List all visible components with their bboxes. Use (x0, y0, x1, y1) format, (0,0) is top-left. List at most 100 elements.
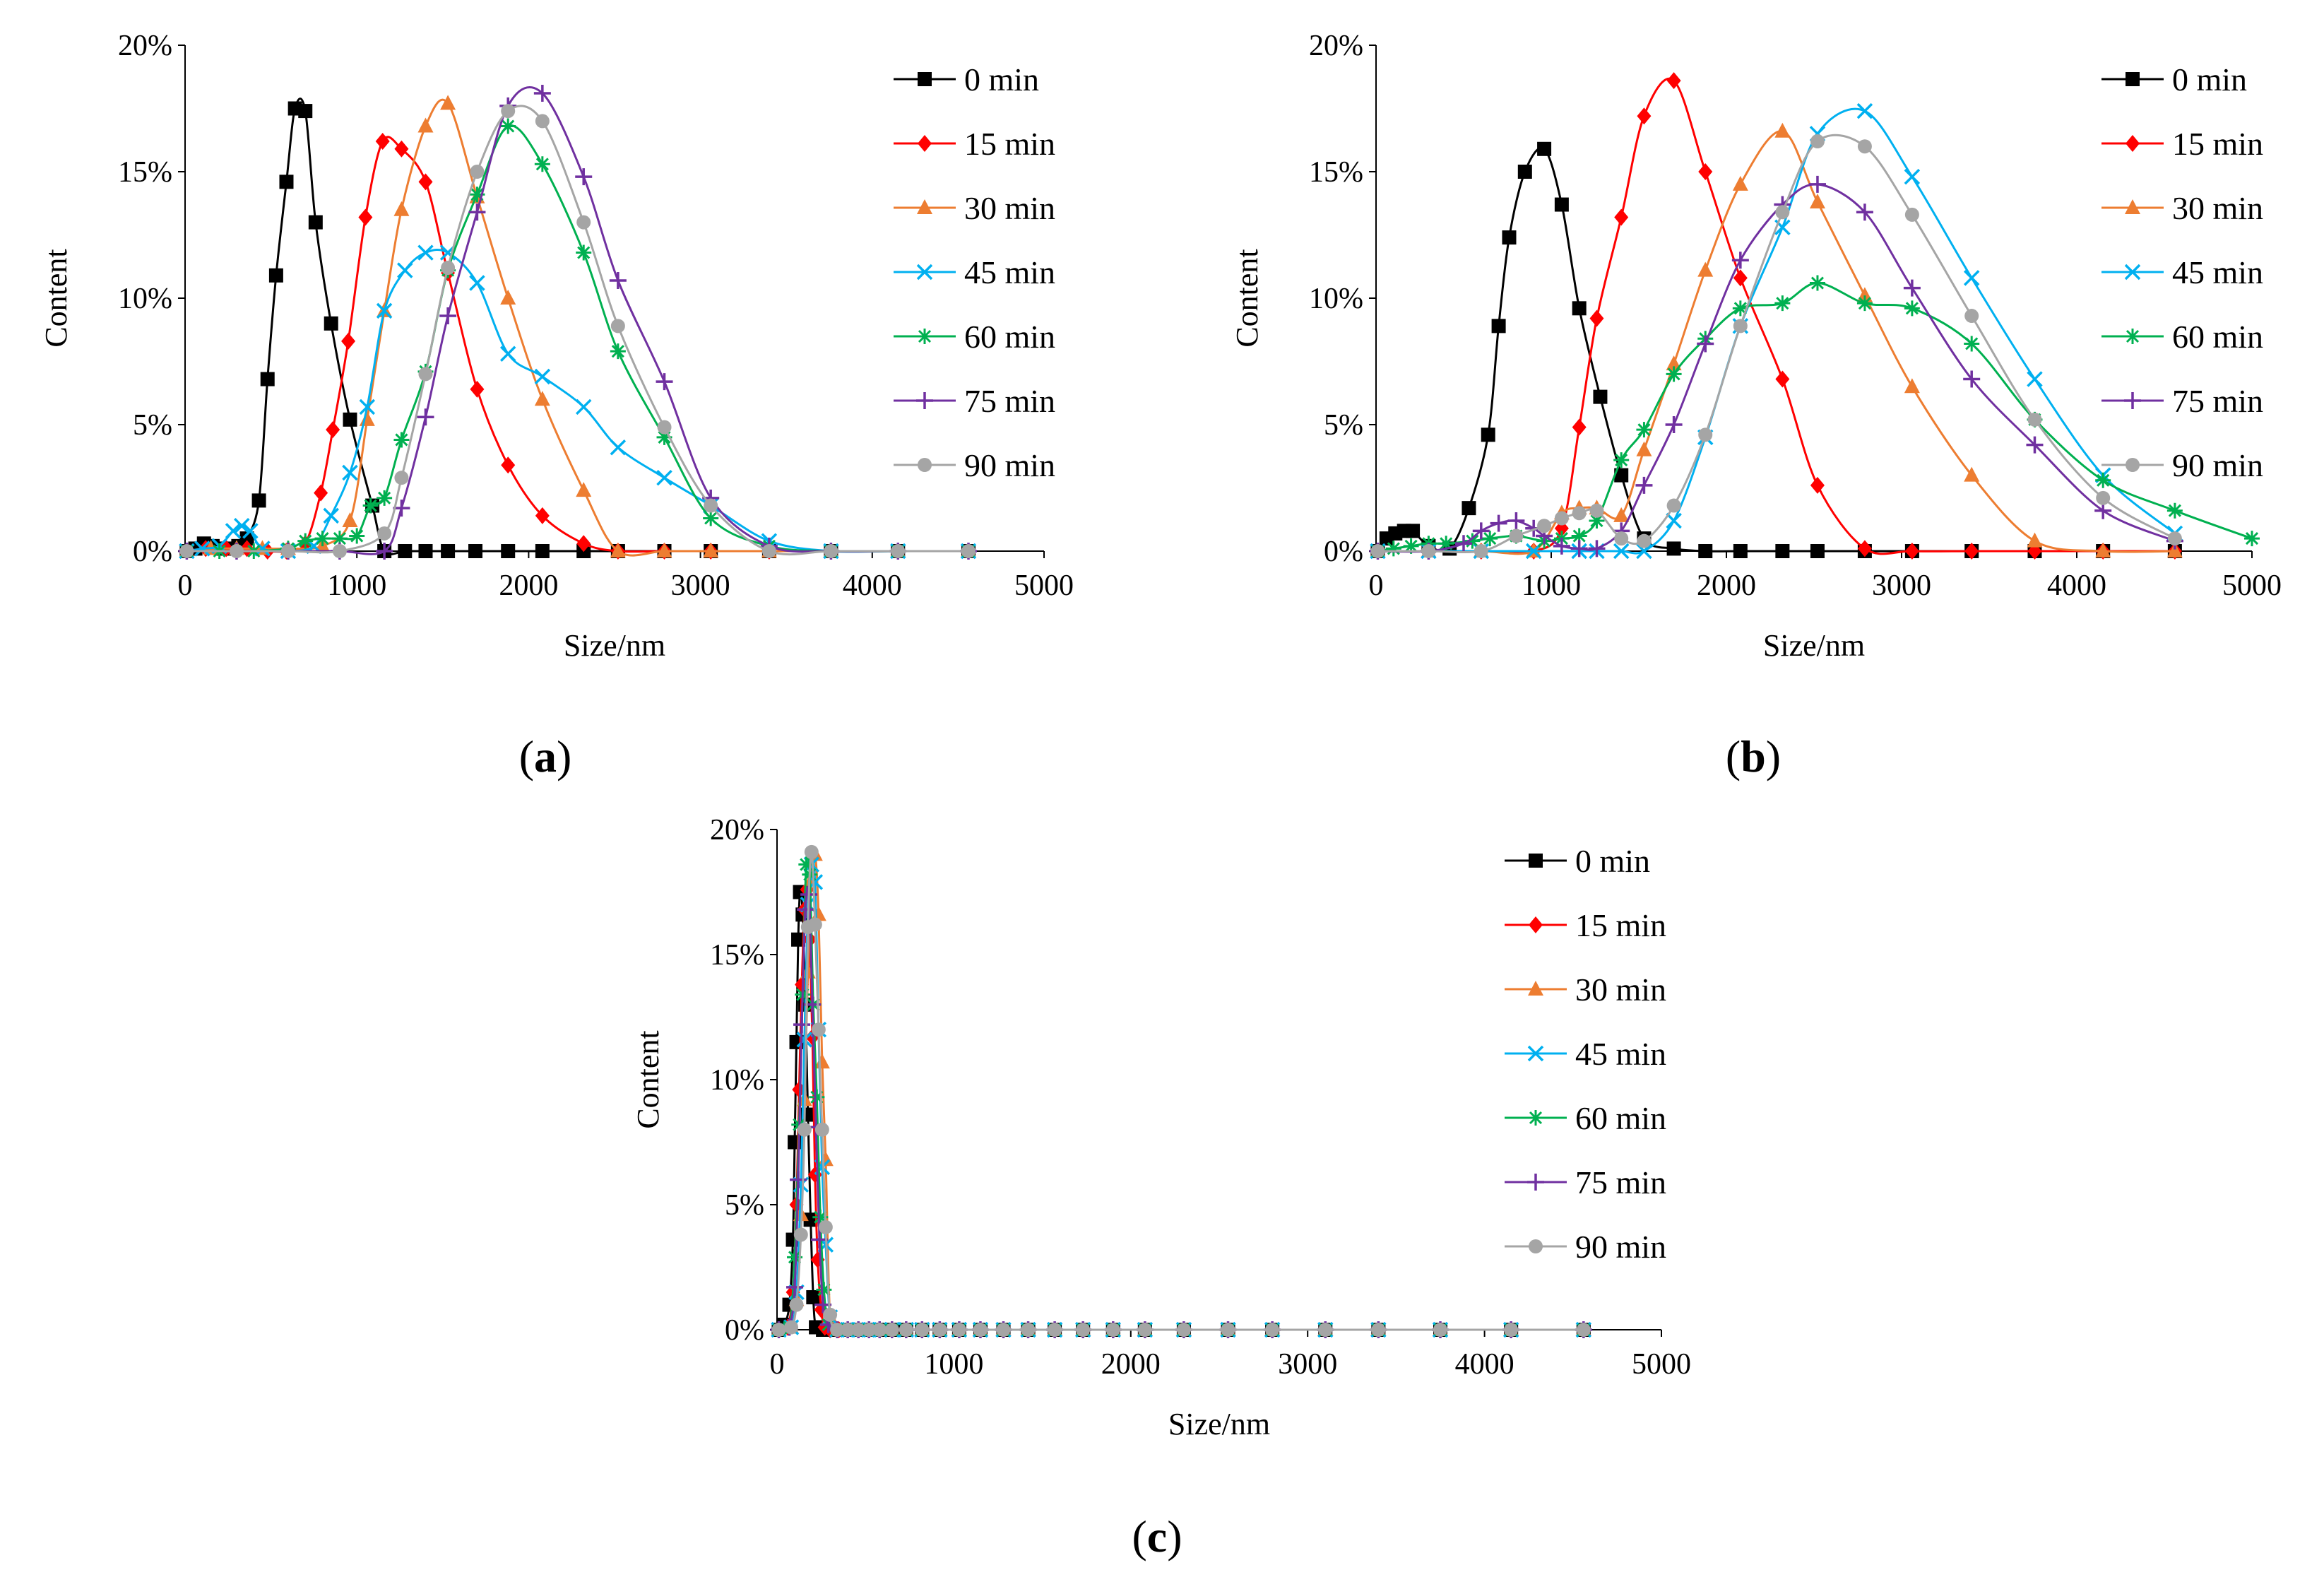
data-point (194, 541, 211, 557)
data-point (349, 528, 365, 544)
data-point (1385, 541, 1401, 557)
y-tick-label: 20% (118, 30, 172, 62)
data-point (2027, 532, 2043, 548)
data-point (1637, 533, 1652, 548)
data-point (809, 1089, 825, 1105)
series-0-min (179, 98, 976, 558)
x-tick-label: 5000 (1632, 1348, 1691, 1381)
legend-label: 60 min (1575, 1100, 1666, 1136)
data-point (1554, 511, 1569, 526)
data-point (1589, 513, 1605, 529)
data-point (1731, 252, 1749, 269)
data-point (841, 1323, 855, 1337)
data-point (1904, 378, 1920, 394)
data-point (704, 498, 718, 513)
legend-item: 45 min (894, 254, 1055, 290)
legend-item: 15 min (1505, 907, 1666, 943)
x-tick-label: 5000 (2222, 569, 2282, 602)
series-60-min (179, 118, 976, 559)
legend-item: 90 min (2101, 447, 2263, 483)
series-line (186, 86, 968, 555)
data-point (961, 544, 976, 558)
data-point (796, 1032, 813, 1048)
data-point (1733, 544, 1748, 558)
legend-marker (2126, 72, 2140, 86)
data-point (915, 1323, 930, 1337)
y-tick-label: 20% (710, 814, 764, 846)
data-point (342, 464, 358, 481)
series-line (1377, 146, 2175, 553)
legend-marker (2126, 458, 2140, 472)
series-line (186, 124, 968, 553)
data-point (786, 1278, 804, 1296)
data-point (358, 208, 373, 226)
data-point (1613, 543, 1630, 560)
legend-item: 60 min (1505, 1100, 1666, 1136)
data-point (771, 1323, 786, 1337)
data-point (326, 421, 340, 439)
legend-marker (918, 458, 932, 472)
data-point (656, 373, 673, 391)
series-75-min (770, 885, 1592, 1338)
series-line (778, 851, 1584, 1332)
data-point (973, 1323, 988, 1337)
data-point (254, 541, 271, 557)
data-point (793, 1016, 811, 1034)
data-point (1636, 441, 1652, 456)
panel-label-b-close: ) (1766, 731, 1781, 781)
data-point (297, 533, 314, 549)
data-point (1265, 1323, 1280, 1337)
data-point (1537, 519, 1552, 533)
legend-label: 30 min (2172, 190, 2263, 226)
data-point (1964, 543, 1979, 560)
data-point (576, 535, 591, 553)
data-point (1665, 416, 1683, 433)
y-tick-label: 10% (118, 283, 172, 315)
legend-marker (917, 329, 932, 344)
data-point (500, 118, 516, 134)
data-point (268, 268, 283, 283)
data-point (323, 507, 339, 524)
legend-label: 30 min (964, 190, 1055, 226)
data-point (2026, 436, 2044, 454)
legend-label: 45 min (1575, 1036, 1666, 1072)
data-point (343, 412, 357, 427)
panel-a: 0% 5% 10% 15% 20% 0 1000 2000 3000 4000 5000 Size/n… (39, 30, 1074, 663)
data-point (1774, 122, 1791, 138)
data-point (797, 1122, 812, 1137)
data-point (332, 544, 347, 558)
data-point (500, 290, 516, 305)
data-point (535, 114, 550, 129)
y-tick-label: 20% (1309, 30, 1363, 62)
legend-label: 75 min (1575, 1164, 1666, 1200)
panel-label-c-letter: c (1147, 1511, 1167, 1562)
data-point (1021, 1323, 1036, 1337)
data-point (1537, 141, 1552, 156)
y-tick-label: 0% (133, 536, 172, 568)
data-point (812, 1209, 829, 1225)
data-point (1474, 544, 1488, 558)
data-point (1576, 1323, 1591, 1337)
data-point (2167, 531, 2182, 546)
data-point (576, 482, 592, 497)
legend-marker (1528, 1110, 1543, 1126)
data-point (1570, 540, 1588, 557)
data-point (331, 531, 348, 547)
legend-label: 0 min (964, 61, 1039, 98)
data-point (609, 271, 627, 289)
x-tick-label: 3000 (1278, 1348, 1337, 1381)
data-point (470, 165, 485, 179)
panel-b: 0% 5% 10% 15% 20% 0 1000 2000 3000 4000 5000 Size/n… (1230, 30, 2282, 663)
data-point (417, 408, 434, 426)
x-tick-label: 1000 (1522, 569, 1581, 602)
data-point (1809, 193, 1825, 208)
panel-label-c: (c) (1132, 1511, 1182, 1562)
legend-item: 0 min (894, 61, 1039, 98)
data-point (1697, 335, 1714, 353)
data-point (862, 1323, 877, 1337)
x-tick-label: 2000 (499, 569, 558, 602)
series-line (1377, 78, 2175, 555)
data-point (891, 544, 906, 558)
data-point (1589, 309, 1604, 327)
series-90-min (771, 844, 1591, 1337)
